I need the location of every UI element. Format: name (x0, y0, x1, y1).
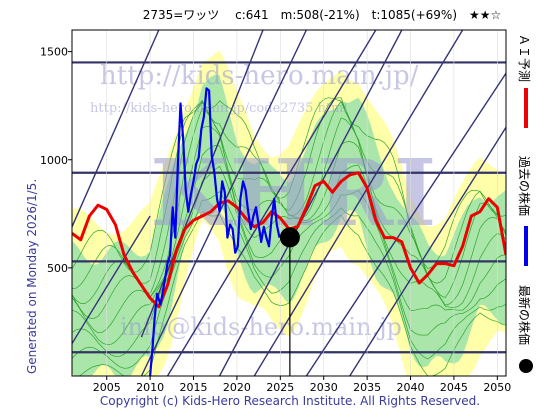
legend-latest-price-label: 最新の株価 (517, 285, 532, 345)
watermark-code-url: http://kids-hero.main.jp/code2735.html (90, 101, 348, 116)
x-tick-label: 2010 (136, 381, 164, 394)
latest-price-marker (279, 227, 300, 248)
x-tick-label: 2015 (180, 381, 208, 394)
legend-past-price-label: 過去の株価 (517, 156, 532, 216)
band-line (72, 190, 506, 369)
legend: ＡＩ予測 過去の株価 最新の株価 (517, 34, 533, 373)
plot-frame (71, 29, 507, 377)
y-tick-label: 1500 (40, 46, 68, 59)
band-line (78, 210, 506, 376)
trend-line (349, 126, 506, 376)
generated-date: Generated on Monday 2026/1/5. (25, 179, 39, 374)
legend-ai-forecast-label: ＡＩ予測 (517, 34, 531, 82)
watermark: http://kids-hero.main.jp/ http://kids-he… (90, 61, 436, 341)
trend-line (166, 30, 377, 376)
x-tick-label: 2030 (310, 381, 338, 394)
x-tick-label: 2040 (397, 381, 425, 394)
x-tick-label: 2050 (483, 381, 511, 394)
band-line (72, 125, 506, 334)
y-tick-label: 1000 (40, 154, 68, 167)
copyright: Copyright (c) Kids-Hero Research Institu… (100, 394, 480, 408)
x-tick-label: 2005 (93, 381, 121, 394)
trend-line (305, 72, 506, 376)
x-tick-label: 2020 (223, 381, 251, 394)
trend-line (72, 30, 160, 228)
x-tick-label: 2025 (266, 381, 294, 394)
axis-ticks: 2005 2010 2015 2020 2025 2030 2035 2040 2045 2050… (40, 46, 511, 394)
trend-lines (72, 30, 506, 376)
legend-latest-price-swatch (519, 359, 533, 373)
trend-line (253, 30, 464, 376)
x-tick-label: 2045 (440, 381, 468, 394)
band-line (72, 97, 506, 289)
chart-title: 2735=ワッツ c:641 m:508(-21%) t:1085(+69%) … (143, 8, 502, 22)
horizontal-levels (72, 30, 506, 376)
trend-line (72, 215, 151, 344)
past-price-line (149, 87, 281, 376)
watermark-url: http://kids-hero.main.jp/ (100, 61, 419, 91)
trend-line (218, 30, 403, 376)
trend-line (140, 30, 264, 338)
watermark-email: info@kids-hero.main.jp (120, 313, 402, 341)
x-tick-label: 2035 (353, 381, 381, 394)
y-tick-label: 500 (47, 262, 68, 275)
